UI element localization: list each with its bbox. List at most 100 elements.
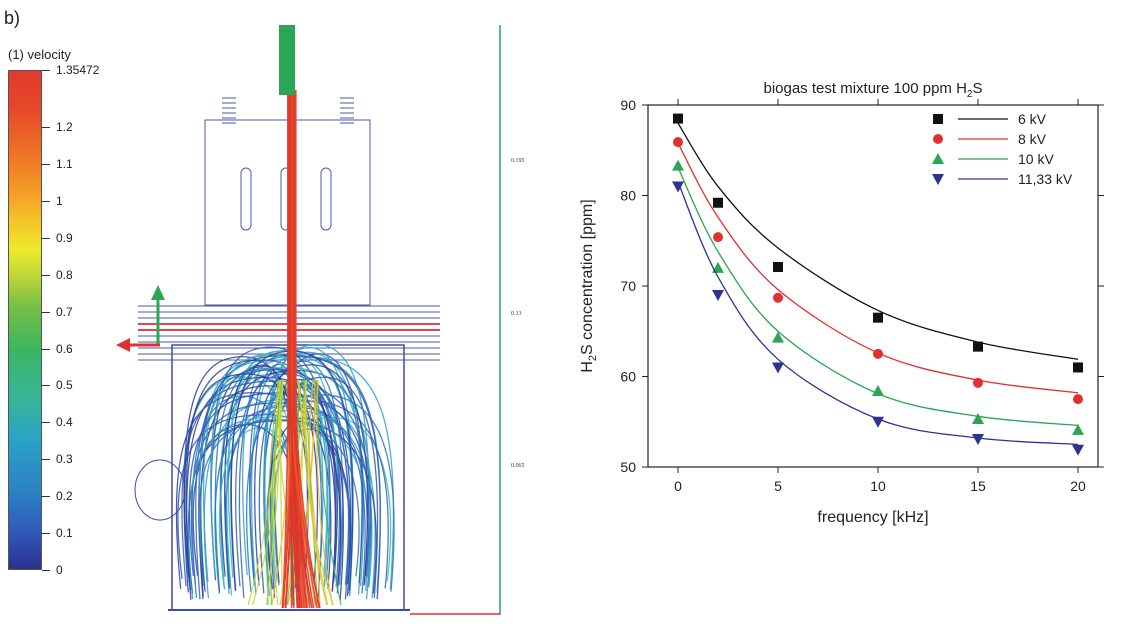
colorbar-tick bbox=[42, 70, 50, 71]
legend-marker bbox=[932, 174, 944, 185]
jet-streamline bbox=[281, 90, 295, 609]
colorbar-tick-label: 0.8 bbox=[56, 267, 73, 282]
streamline bbox=[200, 385, 337, 592]
colorbar-tick bbox=[42, 570, 50, 571]
data-point-0 bbox=[713, 197, 723, 208]
colorbar-tick bbox=[42, 200, 50, 202]
streamline-mid bbox=[265, 379, 284, 606]
legend-label: 8 kV bbox=[1018, 131, 1047, 147]
colorbar-tick bbox=[42, 496, 50, 498]
x-tick-label: 20 bbox=[1070, 478, 1086, 494]
velocity-colorbar bbox=[8, 70, 42, 570]
axis-y-arrowhead bbox=[151, 285, 165, 300]
colorbar-tick-label: 1.1 bbox=[56, 157, 73, 171]
colorbar-tick bbox=[42, 164, 50, 165]
data-point-1 bbox=[713, 232, 723, 243]
data-point-3 bbox=[972, 433, 984, 445]
streamline-mid bbox=[304, 379, 318, 606]
data-point-2 bbox=[872, 384, 884, 396]
x-tick-label: 5 bbox=[774, 478, 782, 494]
streamline bbox=[258, 378, 342, 594]
data-point-2 bbox=[972, 413, 984, 425]
data-point-2 bbox=[1072, 423, 1084, 435]
streamline bbox=[264, 347, 354, 596]
streamline bbox=[263, 344, 370, 591]
chart-title-subscript: 2 bbox=[967, 89, 973, 100]
legend-marker bbox=[932, 153, 944, 164]
jet-streamline bbox=[282, 90, 289, 609]
colorbar-tick-label: 0.5 bbox=[56, 378, 73, 393]
data-point-2 bbox=[672, 159, 684, 171]
streamline bbox=[225, 400, 389, 589]
scale-tick-label: 0.195 bbox=[511, 158, 525, 164]
jet-streamline bbox=[289, 90, 303, 609]
y-tick-label: 90 bbox=[620, 97, 636, 113]
y-tick-label: 50 bbox=[620, 459, 636, 475]
data-point-1 bbox=[873, 348, 883, 359]
colorbar-tick-label: 0.7 bbox=[56, 304, 73, 319]
colorbar-tick-label: 1 bbox=[56, 193, 63, 208]
legend-label: 10 kV bbox=[1018, 151, 1054, 167]
legend-marker bbox=[933, 114, 943, 124]
data-point-1 bbox=[973, 377, 983, 388]
data-point-3 bbox=[672, 181, 684, 193]
h2s-concentration-chart: biogas test mixture 100 ppm H2S frequenc… bbox=[579, 80, 1104, 526]
streamline bbox=[238, 371, 323, 599]
y-axis-label-subscript: 2 bbox=[587, 355, 599, 361]
data-point-3 bbox=[712, 290, 724, 302]
gas-inlet bbox=[279, 25, 295, 95]
streamline-mid bbox=[266, 379, 280, 606]
data-point-3 bbox=[1072, 444, 1084, 456]
data-point-0 bbox=[673, 113, 683, 124]
colorbar-tick bbox=[42, 533, 50, 535]
streamline-mid bbox=[272, 379, 284, 606]
data-point-1 bbox=[1073, 394, 1083, 405]
y-axis-label-main: H bbox=[579, 361, 596, 373]
x-axis-label: frequency [kHz] bbox=[817, 509, 928, 526]
streamline bbox=[214, 355, 381, 592]
panel-label: b) bbox=[4, 8, 21, 28]
streamline-mid bbox=[304, 379, 334, 606]
colorbar-tick-label: 0.9 bbox=[56, 230, 73, 245]
y-tick-label: 60 bbox=[620, 369, 636, 385]
data-point-0 bbox=[1073, 362, 1083, 373]
fit-curve-3 bbox=[677, 181, 1079, 446]
y-axis-label-suffix: S concentration [ppm] bbox=[579, 199, 596, 355]
colorbar-tick bbox=[42, 459, 50, 461]
y-tick-label: 80 bbox=[620, 188, 636, 204]
streamline bbox=[254, 364, 369, 586]
legend-label: 6 kV bbox=[1018, 111, 1047, 127]
x-tick-label: 15 bbox=[970, 478, 986, 494]
colorbar-tick-label: 0.3 bbox=[56, 452, 73, 467]
axis-x-arrowhead bbox=[116, 338, 130, 352]
colorbar-tick-label: 0.4 bbox=[56, 415, 73, 430]
streamline-mid bbox=[296, 379, 321, 606]
colorbar-tick-label: 1.35472 bbox=[56, 63, 100, 77]
velocity-legend-title: (1) velocity bbox=[8, 47, 71, 62]
chart-title-main: biogas test mixture 100 ppm H bbox=[763, 80, 966, 97]
colorbar-tick bbox=[42, 127, 50, 129]
data-point-2 bbox=[712, 261, 724, 273]
streamline-mid bbox=[279, 379, 284, 606]
data-point-1 bbox=[773, 292, 783, 303]
chart-title: biogas test mixture 100 ppm H2S bbox=[763, 80, 982, 100]
fit-curve-0 bbox=[677, 122, 1079, 360]
data-point-1 bbox=[673, 137, 683, 148]
colorbar-tick-label: 0.1 bbox=[56, 526, 73, 541]
data-point-0 bbox=[973, 341, 983, 352]
legend-marker bbox=[933, 134, 943, 144]
flow-simulation-render: 0.195 0.13 0.065 bbox=[116, 25, 525, 615]
y-tick-label: 70 bbox=[620, 278, 636, 294]
scale-tick-label: 0.13 bbox=[511, 311, 522, 317]
data-point-2 bbox=[772, 331, 784, 343]
streamline-mid bbox=[247, 379, 279, 606]
scale-tick-label: 0.065 bbox=[511, 463, 525, 469]
streamline bbox=[202, 360, 331, 582]
x-tick-label: 10 bbox=[870, 478, 886, 494]
fit-curve-2 bbox=[677, 167, 1079, 427]
streamline bbox=[246, 394, 395, 592]
colorbar-tick bbox=[42, 422, 50, 424]
colorbar-tick bbox=[42, 311, 50, 313]
colorbar-tick bbox=[42, 385, 50, 387]
colorbar-tick bbox=[42, 237, 50, 239]
